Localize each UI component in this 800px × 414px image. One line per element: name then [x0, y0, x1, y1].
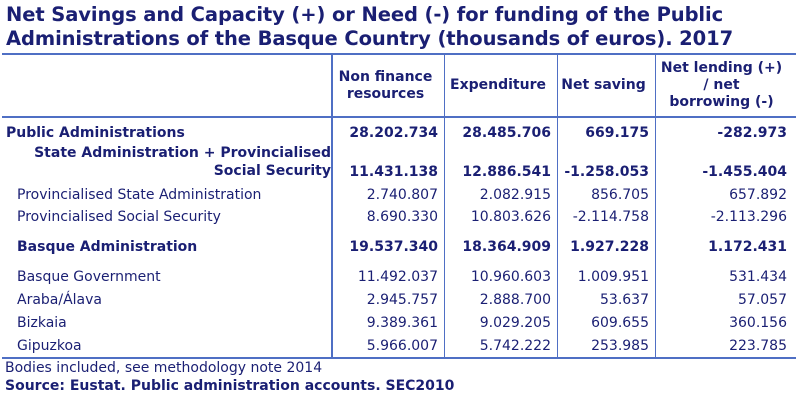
- cell-non-finance-resources: 2.740.807: [331, 182, 444, 206]
- row-label: Bizkaia: [17, 315, 67, 331]
- cell-net-saving: 669.175: [557, 118, 655, 144]
- cell-net-saving: 609.655: [557, 311, 655, 334]
- table-row: Araba/Álava 2.945.757 2.888.700 53.637 5…: [2, 288, 796, 311]
- col-header-line: Expenditure: [450, 77, 546, 93]
- cell-net-lending: -2.113.296: [655, 206, 793, 228]
- cell-expenditure: 28.485.706: [444, 118, 557, 144]
- col-header-line: borrowing (-): [669, 94, 774, 110]
- row-label: Public Administrations: [6, 125, 185, 141]
- cell-net-saving: 253.985: [557, 334, 655, 357]
- col-header-line: / net: [703, 77, 740, 93]
- cell-non-finance-resources: 8.690.330: [331, 206, 444, 228]
- cell-net-lending: 57.057: [655, 288, 793, 311]
- cell-net-lending: 657.892: [655, 182, 793, 206]
- cell-net-saving: 1.927.228: [557, 228, 655, 258]
- col-header-expenditure: Expenditure: [444, 55, 557, 116]
- cell-net-saving: -2.114.758: [557, 206, 655, 228]
- cell-net-lending: 1.172.431: [655, 228, 793, 258]
- row-label-line: State Administration + Provincialised: [34, 145, 331, 161]
- cell-net-lending: -1.455.404: [655, 144, 793, 183]
- title-line-1: Net Savings and Capacity (+) or Need (-)…: [6, 3, 724, 26]
- row-label: Basque Administration: [17, 239, 198, 255]
- funding-table: Non finance resources Expenditure Net sa…: [2, 53, 796, 359]
- table-row: Provincialised Social Security 8.690.330…: [2, 206, 796, 228]
- methodology-note: Bodies included, see methodology note 20…: [5, 360, 323, 376]
- row-label: Gipuzkoa: [17, 338, 82, 354]
- col-header-non-finance-resources: Non finance resources: [331, 55, 444, 116]
- cell-net-lending: 360.156: [655, 311, 793, 334]
- cell-net-saving: -1.258.053: [557, 144, 655, 183]
- table-row: Bizkaia 9.389.361 9.029.205 609.655 360.…: [2, 311, 796, 334]
- col-header-line: resources: [346, 85, 425, 102]
- cell-expenditure: 18.364.909: [444, 228, 557, 258]
- cell-net-lending: 531.434: [655, 258, 793, 288]
- cell-non-finance-resources: 28.202.734: [331, 118, 444, 144]
- cell-non-finance-resources: 2.945.757: [331, 288, 444, 311]
- row-label: Provincialised State Administration: [17, 187, 262, 203]
- cell-net-lending: 223.785: [655, 334, 793, 357]
- col-header-net-saving: Net saving: [557, 55, 655, 116]
- cell-expenditure: 5.742.222: [444, 334, 557, 357]
- row-label: Provincialised Social Security: [17, 209, 221, 225]
- cell-expenditure: 2.082.915: [444, 182, 557, 206]
- col-header-line: Net saving: [561, 77, 646, 93]
- cell-expenditure: 9.029.205: [444, 311, 557, 334]
- cell-net-saving: 856.705: [557, 182, 655, 206]
- cell-non-finance-resources: 11.492.037: [331, 258, 444, 288]
- cell-net-saving: 53.637: [557, 288, 655, 311]
- table-row: Provincialised State Administration 2.74…: [2, 182, 796, 206]
- table-header-row: Non finance resources Expenditure Net sa…: [2, 55, 796, 118]
- row-label: Araba/Álava: [17, 292, 103, 308]
- cell-net-lending: -282.973: [655, 118, 793, 144]
- title-line-2: Administrations of the Basque Country (t…: [6, 27, 734, 50]
- cell-non-finance-resources: 5.966.007: [331, 334, 444, 357]
- col-header-line: Non finance: [338, 68, 433, 85]
- cell-non-finance-resources: 9.389.361: [331, 311, 444, 334]
- table-row: State Administration + Provincialised So…: [2, 144, 796, 183]
- cell-non-finance-resources: 19.537.340: [331, 228, 444, 258]
- source-note: Source: Eustat. Public administration ac…: [5, 378, 455, 394]
- col-header-net-lending: Net lending (+) / net borrowing (-): [655, 55, 793, 116]
- cell-net-saving: 1.009.951: [557, 258, 655, 288]
- table-row: Basque Government 11.492.037 10.960.603 …: [2, 258, 796, 288]
- row-label: Basque Government: [17, 269, 161, 285]
- row-label-line: Social Security: [213, 163, 331, 179]
- row-label: State Administration + Provincialised So…: [2, 144, 331, 183]
- cell-non-finance-resources: 11.431.138: [331, 144, 444, 183]
- cell-expenditure: 10.803.626: [444, 206, 557, 228]
- cell-expenditure: 2.888.700: [444, 288, 557, 311]
- table-row: Public Administrations 28.202.734 28.485…: [2, 118, 796, 144]
- col-header-line: Net lending (+): [660, 60, 783, 76]
- cell-expenditure: 12.886.541: [444, 144, 557, 183]
- table-row: Gipuzkoa 5.966.007 5.742.222 253.985 223…: [2, 334, 796, 357]
- page-title: Net Savings and Capacity (+) or Need (-)…: [6, 3, 796, 51]
- table-row: Basque Administration 19.537.340 18.364.…: [2, 228, 796, 258]
- cell-expenditure: 10.960.603: [444, 258, 557, 288]
